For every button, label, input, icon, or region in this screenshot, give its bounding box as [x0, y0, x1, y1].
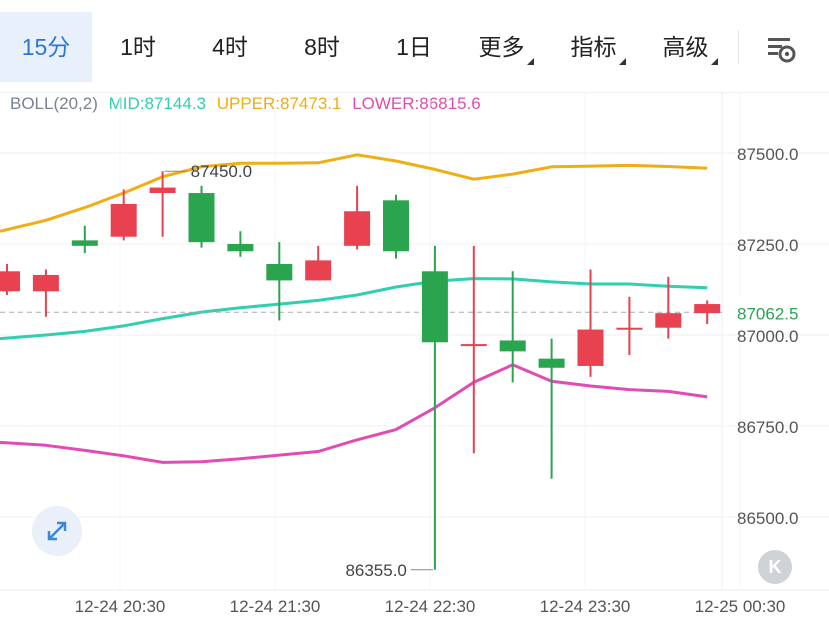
candle-body[interactable]: [460, 344, 487, 347]
x-tick-label: 12-24 22:30: [385, 597, 476, 616]
y-tick-label: 87000.0: [737, 327, 798, 346]
expand-button[interactable]: [32, 506, 82, 556]
tab-label: 高级: [662, 34, 709, 60]
y-tick-label: 86750.0: [737, 418, 798, 437]
timeframe-toolbar: 15分 1时 4时 8时 1日 更多 指标 高级: [0, 0, 829, 93]
max-price-label: 87450.0: [191, 162, 252, 181]
dropdown-caret-icon: [526, 58, 534, 65]
x-tick-label: 12-24 21:30: [230, 597, 321, 616]
current-price-label-bg: [724, 297, 829, 328]
tab-4[interactable]: 8时: [276, 12, 368, 82]
tab-3[interactable]: 4时: [184, 12, 276, 82]
candle-body[interactable]: [149, 187, 176, 194]
tab-5[interactable]: 1日: [368, 12, 460, 82]
boll-mid-value: MID:87144.3: [108, 94, 206, 113]
k-line-button[interactable]: K: [758, 550, 792, 584]
chart-settings-icon[interactable]: [760, 28, 800, 68]
candle-body[interactable]: [344, 211, 371, 246]
x-tick-label: 12-24 23:30: [540, 597, 631, 616]
tab-label: 8时: [304, 34, 340, 60]
candle-body[interactable]: [71, 240, 98, 246]
k-line-icon: K: [768, 557, 782, 577]
tab-label: 1日: [396, 34, 432, 60]
dropdown-caret-icon: [618, 58, 626, 65]
tab-8[interactable]: 高级: [644, 12, 736, 82]
candle-body[interactable]: [694, 304, 721, 314]
x-tick-label: 12-24 20:30: [75, 597, 166, 616]
candle-body[interactable]: [305, 260, 332, 281]
tab-7[interactable]: 指标: [552, 12, 644, 82]
dropdown-caret-icon: [710, 58, 718, 65]
y-tick-label: 87500.0: [737, 145, 798, 164]
candle-body[interactable]: [499, 340, 526, 352]
candle-body[interactable]: [538, 358, 565, 368]
tab-label: 指标: [570, 34, 617, 60]
candle-body[interactable]: [110, 203, 137, 237]
tab-label: 更多: [478, 34, 525, 60]
candle-body[interactable]: [577, 329, 604, 366]
candle-body[interactable]: [421, 271, 448, 343]
x-tick-label: 12-25 00:30: [695, 597, 786, 616]
tab-label: 1时: [120, 34, 156, 60]
tab-2[interactable]: 1时: [92, 12, 184, 82]
candle-body[interactable]: [655, 313, 682, 328]
candle-body[interactable]: [266, 264, 293, 281]
tab-label: 4时: [212, 34, 248, 60]
boll-name: BOLL(20,2): [10, 94, 98, 113]
tab-6[interactable]: 更多: [460, 12, 552, 82]
min-price-label: 86355.0: [345, 561, 406, 580]
boll-lower-line: [0, 363, 708, 464]
candle-body[interactable]: [616, 327, 643, 330]
tab-label: 15分: [21, 34, 71, 60]
candle-body[interactable]: [32, 274, 59, 292]
toolbar-divider: [738, 30, 739, 64]
candle-body[interactable]: [383, 200, 409, 252]
candle-body[interactable]: [227, 244, 254, 252]
current-price-label: 87062.5: [737, 304, 798, 323]
boll-upper-value: UPPER:87473.1: [216, 94, 342, 113]
y-tick-label: 86500.0: [737, 509, 798, 528]
expand-arrows-icon: [47, 521, 67, 541]
y-tick-label: 87250.0: [737, 236, 798, 255]
boll-indicator-legend: BOLL(20,2) MID:87144.3 UPPER:87473.1 LOW…: [10, 94, 487, 114]
tab-1[interactable]: 15分: [0, 12, 92, 82]
boll-lower-value: LOWER:86815.6: [352, 94, 481, 113]
candle-body[interactable]: [0, 271, 20, 292]
candle-body[interactable]: [188, 193, 215, 243]
